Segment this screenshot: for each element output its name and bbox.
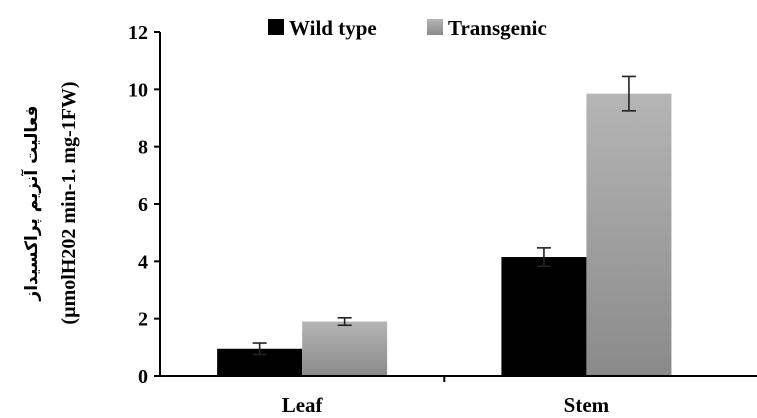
legend-label-transgenic: Transgenic — [448, 16, 547, 40]
y-tick-label: 8 — [138, 137, 148, 159]
y-tick-label: 12 — [128, 22, 148, 44]
error-bars — [252, 75, 636, 356]
y-tick-label: 6 — [138, 194, 148, 216]
y-tick-label: 2 — [138, 309, 148, 331]
y-axis-title-unit: (µmolH202 min-1. mg-1FW) — [58, 81, 80, 324]
y-tick-label: 10 — [128, 79, 148, 101]
category-labels: Leaf Stem — [282, 393, 610, 417]
bar — [586, 93, 672, 376]
legend: Wild type Transgenic — [268, 16, 547, 40]
legend-swatch-transgenic — [427, 19, 443, 35]
y-axis-ticks: 0 2 4 6 8 10 12 — [128, 22, 160, 388]
y-axis-title-persian: فعالیت آنزیم پراکسیداز — [20, 105, 42, 301]
bar — [501, 257, 587, 376]
category-label: Leaf — [282, 393, 324, 417]
legend-swatch-wild-type — [268, 19, 284, 35]
bar — [302, 321, 388, 376]
y-tick-label: 0 — [138, 366, 148, 388]
y-axis-title: فعالیت آنزیم پراکسیداز (µmolH202 min-1. … — [20, 81, 80, 324]
bars — [217, 93, 672, 376]
category-label: Stem — [564, 393, 610, 417]
y-tick-label: 4 — [138, 251, 148, 273]
legend-label-wild-type: Wild type — [289, 16, 377, 40]
